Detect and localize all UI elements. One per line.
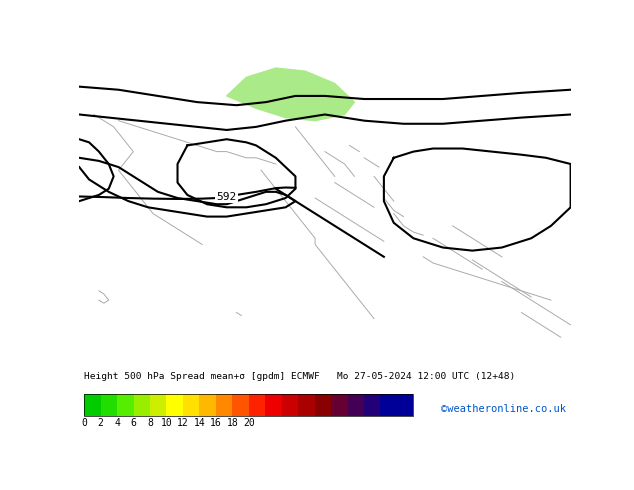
- Bar: [281, 394, 298, 416]
- Bar: [265, 394, 281, 416]
- Bar: [150, 394, 167, 416]
- Bar: [347, 394, 364, 416]
- Bar: [167, 394, 183, 416]
- Text: 18: 18: [226, 418, 238, 428]
- Bar: [101, 394, 117, 416]
- Bar: [232, 394, 249, 416]
- Text: ©weatheronline.co.uk: ©weatheronline.co.uk: [441, 404, 566, 414]
- Text: 10: 10: [160, 418, 172, 428]
- Bar: [380, 394, 397, 416]
- Bar: [134, 394, 150, 416]
- Bar: [364, 394, 380, 416]
- Bar: [249, 394, 265, 416]
- Bar: [397, 394, 413, 416]
- Bar: [331, 394, 347, 416]
- Bar: [84, 394, 413, 416]
- Bar: [298, 394, 314, 416]
- Text: 16: 16: [210, 418, 222, 428]
- Text: 20: 20: [243, 418, 255, 428]
- Text: 2: 2: [98, 418, 103, 428]
- Text: 12: 12: [177, 418, 189, 428]
- Text: 0: 0: [81, 418, 87, 428]
- Text: Height 500 hPa Spread mean+σ [gpdm] ECMWF   Mo 27-05-2024 12:00 UTC (12+48): Height 500 hPa Spread mean+σ [gpdm] ECMW…: [84, 371, 515, 381]
- Text: 8: 8: [147, 418, 153, 428]
- Bar: [84, 394, 101, 416]
- Bar: [314, 394, 331, 416]
- Text: 4: 4: [114, 418, 120, 428]
- Text: 6: 6: [131, 418, 136, 428]
- Bar: [183, 394, 199, 416]
- Text: 592: 592: [217, 192, 236, 202]
- Polygon shape: [227, 68, 354, 121]
- Bar: [199, 394, 216, 416]
- Text: 14: 14: [193, 418, 205, 428]
- Bar: [117, 394, 134, 416]
- Bar: [216, 394, 232, 416]
